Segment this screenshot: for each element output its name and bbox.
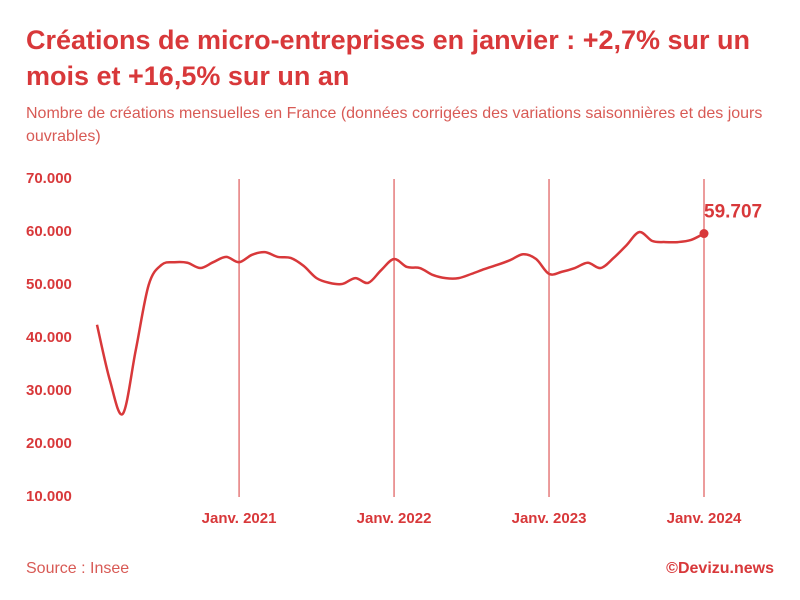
y-tick-label: 30.000: [26, 382, 72, 399]
y-tick-label: 60.000: [26, 223, 72, 240]
y-tick-label: 10.000: [26, 488, 72, 505]
x-tick-label: Janv. 2022: [357, 510, 432, 527]
data-label: 59.707: [704, 202, 762, 223]
y-tick-label: 50.000: [26, 276, 72, 293]
x-tick-label: Janv. 2021: [202, 510, 277, 527]
credit: ©Devizu.news: [666, 560, 774, 577]
y-tick-label: 20.000: [26, 435, 72, 452]
y-tick-label: 40.000: [26, 329, 72, 346]
y-tick-label: 70.000: [26, 170, 72, 187]
x-tick-label: Janv. 2024: [667, 510, 742, 527]
end-point: [699, 229, 709, 239]
source: Source : Insee: [26, 560, 130, 577]
data-line: [95, 230, 705, 416]
chart-title: Créations de micro-entreprises en janvie…: [26, 25, 751, 91]
x-tick-label: Janv. 2023: [512, 510, 587, 527]
chart-subtitle: Nombre de créations mensuelles en France…: [26, 105, 763, 145]
